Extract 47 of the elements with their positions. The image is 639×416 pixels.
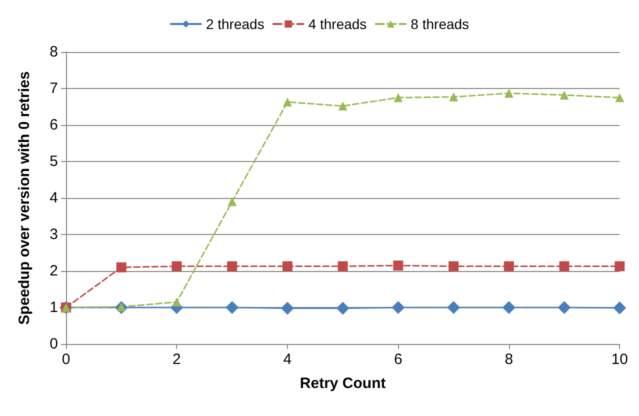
point xyxy=(280,302,294,315)
legend-label: 4 threads xyxy=(308,16,367,32)
point xyxy=(282,261,292,272)
y-tick-label: 7 xyxy=(50,80,58,97)
point xyxy=(614,261,625,272)
x-tick-label: 10 xyxy=(611,351,628,368)
point xyxy=(502,301,516,314)
x-tick-label: 0 xyxy=(62,351,70,368)
point xyxy=(449,92,458,102)
y-tick-label: 8 xyxy=(50,44,58,60)
point xyxy=(615,93,624,102)
point xyxy=(504,261,514,272)
point xyxy=(172,298,182,307)
point xyxy=(448,261,459,272)
point xyxy=(116,262,126,272)
x-tick-label: 4 xyxy=(283,351,292,368)
point xyxy=(338,102,348,111)
y-axis-title: Speedup over version with 0 retries xyxy=(16,71,33,325)
point xyxy=(172,261,182,272)
y-tick-label: 3 xyxy=(50,226,58,243)
y-tick-label: 4 xyxy=(50,190,58,206)
point xyxy=(559,261,570,272)
point xyxy=(613,301,626,314)
point xyxy=(227,261,238,272)
point xyxy=(226,301,239,314)
point xyxy=(447,301,460,314)
y-tick-label: 1 xyxy=(50,299,58,316)
point xyxy=(392,301,405,314)
x-tick-label: 2 xyxy=(172,351,181,368)
point xyxy=(338,261,348,272)
y-tick-label: 5 xyxy=(50,153,58,170)
point xyxy=(560,90,569,100)
x-axis-title: Retry Count xyxy=(300,375,386,392)
y-tick-label: 2 xyxy=(50,262,58,280)
point xyxy=(504,88,514,98)
point xyxy=(394,93,403,102)
x-tick-label: 6 xyxy=(394,351,402,368)
point xyxy=(393,260,404,271)
point xyxy=(336,302,350,315)
legend-label: 8 threads xyxy=(410,16,470,32)
y-tick-label: 0 xyxy=(50,336,58,352)
point xyxy=(282,98,292,107)
point xyxy=(228,197,237,206)
y-tick-label: 6 xyxy=(50,116,58,134)
point xyxy=(558,301,571,314)
legend-label: 2 threads xyxy=(206,16,264,32)
x-tick-label: 8 xyxy=(504,351,514,368)
